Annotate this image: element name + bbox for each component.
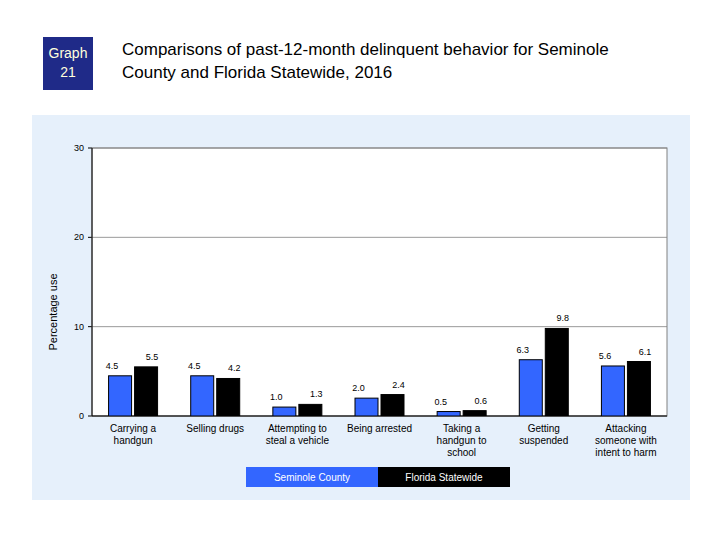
y-tick-label: 30 xyxy=(74,143,84,153)
legend-label: Seminole County xyxy=(274,472,350,483)
legend-label: Florida Statewide xyxy=(405,472,483,483)
y-axis xyxy=(92,148,93,416)
x-tick-label: Taking ahandgun toschool xyxy=(437,423,487,458)
x-tick-label-line: Carrying a xyxy=(110,423,157,434)
x-tick-label-line: Getting xyxy=(528,423,560,434)
data-label: 4.5 xyxy=(188,361,201,371)
chart-container: Graph 21 Comparisons of past-12-month deli… xyxy=(0,0,720,540)
legend-swatch xyxy=(246,467,378,487)
x-tick-label: Attackingsomeone withintent to harm xyxy=(595,423,657,458)
bar xyxy=(109,376,132,416)
data-label: 1.3 xyxy=(310,389,323,399)
graph-label: Graph 21 xyxy=(49,45,88,80)
title-line: County and Florida Statewide, 2016 xyxy=(122,63,392,82)
x-tick-label-line: steal a vehicle xyxy=(266,435,330,446)
x-tick-label-line: suspended xyxy=(519,435,568,446)
y-tick xyxy=(88,326,92,327)
x-tick-label: Selling drugs xyxy=(186,423,244,434)
data-label: 4.2 xyxy=(228,363,241,373)
bar xyxy=(545,328,568,416)
x-tick-label-line: handgun to xyxy=(437,435,487,446)
x-axis xyxy=(92,416,667,417)
data-label: 0.5 xyxy=(434,397,447,407)
y-tick-label: 10 xyxy=(74,322,84,332)
x-tick-label: Gettingsuspended xyxy=(519,423,568,446)
grid-line xyxy=(92,326,667,327)
data-label: 9.8 xyxy=(557,313,570,323)
data-label: 2.4 xyxy=(392,380,405,390)
x-tick-label-line: school xyxy=(447,447,476,458)
x-tick-label-line: intent to harm xyxy=(595,447,656,458)
legend-swatch xyxy=(378,467,510,487)
data-label: 4.5 xyxy=(106,361,119,371)
x-tick-label-line: handgun xyxy=(114,435,153,446)
data-labels: 4.5 5.5 4.5 4.2 1.0 1.3 2.0 2.4 0.5 0.6 6.3 9.8 5.6 6… xyxy=(106,313,651,406)
x-tick-label: Being arrested xyxy=(347,423,412,434)
plot-frame xyxy=(92,148,667,416)
data-label: 2.0 xyxy=(352,383,365,393)
bar xyxy=(601,366,624,416)
data-label: 5.6 xyxy=(599,351,612,361)
graph-label-line: Graph xyxy=(49,45,88,61)
plot-background xyxy=(92,148,667,416)
bar xyxy=(135,367,158,416)
data-label: 5.5 xyxy=(146,352,159,362)
bar xyxy=(381,395,404,416)
title-line: Comparisons of past-12-month delinquent … xyxy=(122,40,609,59)
graph-label-box xyxy=(43,37,93,90)
bar xyxy=(627,362,650,416)
chart-title: Comparisons of past-12-month delinquent … xyxy=(122,40,609,82)
bar xyxy=(299,404,322,416)
grid-line xyxy=(92,237,667,238)
bars xyxy=(109,328,651,416)
y-tick-label: 20 xyxy=(74,232,84,242)
bar xyxy=(437,412,460,416)
y-tick xyxy=(88,148,92,149)
panel-background xyxy=(32,115,690,500)
x-tick-label-line: Being arrested xyxy=(347,423,412,434)
y-tick-label: 0 xyxy=(79,411,84,421)
x-tick-label-line: Selling drugs xyxy=(186,423,244,434)
y-axis-label: Percentage use xyxy=(47,273,59,350)
graph-label-line: 21 xyxy=(60,64,76,80)
x-tick-label-line: Attacking xyxy=(605,423,646,434)
y-tick xyxy=(88,237,92,238)
y-tick xyxy=(88,416,92,417)
bar xyxy=(355,398,378,416)
data-label: 1.0 xyxy=(270,392,283,402)
bar xyxy=(191,376,214,416)
x-tick-label-line: Attempting to xyxy=(268,423,327,434)
bar xyxy=(519,360,542,416)
x-tick-label-line: someone with xyxy=(595,435,657,446)
data-label: 0.6 xyxy=(474,396,487,406)
data-label: 6.1 xyxy=(639,347,652,357)
x-tick-label-line: Taking a xyxy=(443,423,481,434)
x-tick-label: Carrying ahandgun xyxy=(110,423,157,446)
grid-line xyxy=(92,416,667,417)
data-label: 6.3 xyxy=(517,345,530,355)
bar xyxy=(273,407,296,416)
bar xyxy=(463,411,486,416)
chart-svg: Graph 21 Comparisons of past-12-month deli… xyxy=(0,0,720,540)
x-tick-label: Attempting tosteal a vehicle xyxy=(266,423,330,446)
bar xyxy=(217,378,240,416)
